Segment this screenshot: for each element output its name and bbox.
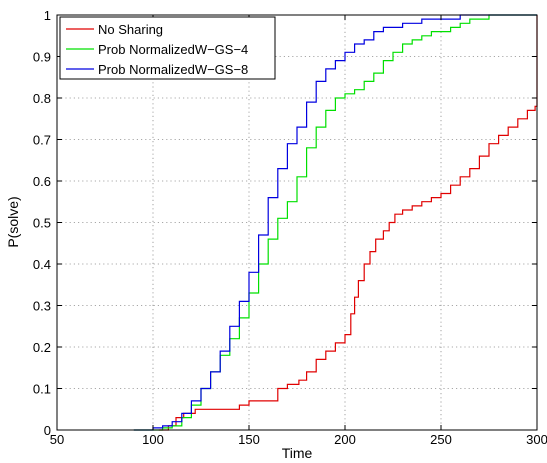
y-tick-label: 0.7 — [33, 133, 51, 148]
x-tick-label: 150 — [238, 432, 260, 447]
legend: No Sharing Prob NormalizedW−GS−4 Prob Norm… — [59, 16, 276, 80]
y-tick-label: 0.2 — [33, 340, 51, 355]
legend-box — [59, 16, 276, 80]
x-tick-labels: 50 100 150 200 250 300 — [50, 432, 547, 447]
y-tick-label: 0.5 — [33, 216, 51, 231]
legend-label: No Sharing — [98, 22, 163, 37]
y-tick-label: 0.6 — [33, 174, 51, 189]
x-tick-label: 50 — [50, 432, 64, 447]
y-tick-labels: 0 0.1 0.2 0.3 0.4 0.5 0.6 0.7 0.8 0.9 1 — [33, 8, 51, 438]
x-tick-label: 200 — [334, 432, 356, 447]
y-tick-label: 0.1 — [33, 382, 51, 397]
series-line-3 — [133, 14, 537, 431]
series-line-1 — [158, 15, 538, 431]
x-axis-title: Time — [282, 445, 313, 461]
y-axis-title: P(solve) — [5, 196, 21, 247]
series-layer — [133, 14, 538, 431]
y-tick-label: 0.8 — [33, 91, 51, 106]
x-tick-label: 300 — [526, 432, 547, 447]
y-tick-label: 0 — [44, 423, 51, 438]
y-tick-label: 1 — [44, 8, 51, 23]
y-tick-label: 0.4 — [33, 257, 51, 272]
legend-items: No Sharing Prob NormalizedW−GS−4 Prob Norm… — [66, 22, 248, 77]
x-tick-label: 100 — [142, 432, 164, 447]
x-tick-label: 250 — [430, 432, 452, 447]
legend-label: Prob NormalizedW−GS−4 — [98, 42, 248, 57]
y-tick-label: 0.9 — [33, 50, 51, 65]
legend-label: Prob NormalizedW−GS−8 — [98, 62, 248, 77]
y-tick-label: 0.3 — [33, 299, 51, 314]
